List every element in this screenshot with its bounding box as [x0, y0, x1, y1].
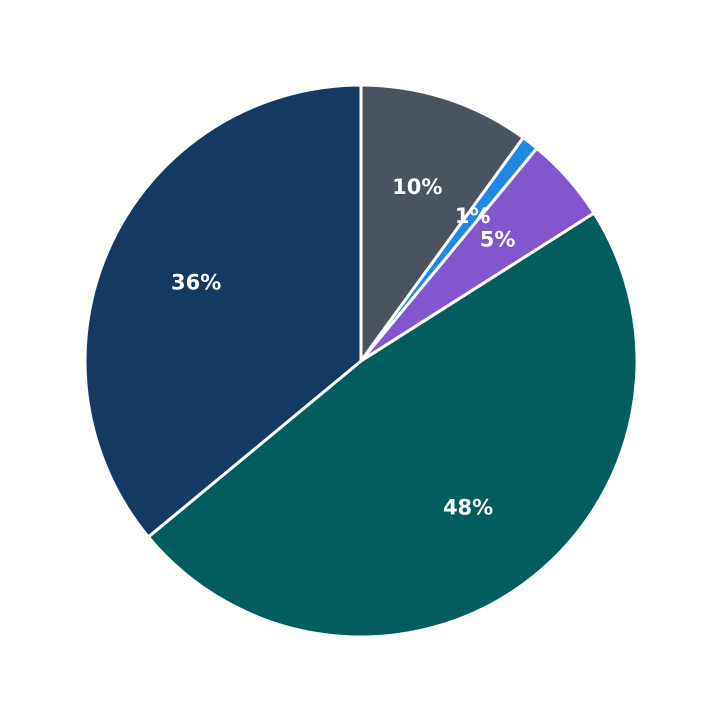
- data-label: 5%: [480, 228, 516, 252]
- data-label: 48%: [443, 495, 493, 519]
- pie-slice: [146, 211, 639, 639]
- data-label: 36%: [171, 270, 221, 294]
- data-label: 1%: [455, 204, 491, 228]
- pie-slice: [359, 83, 525, 363]
- pie-slice: [83, 83, 363, 539]
- data-label: 10%: [392, 175, 442, 199]
